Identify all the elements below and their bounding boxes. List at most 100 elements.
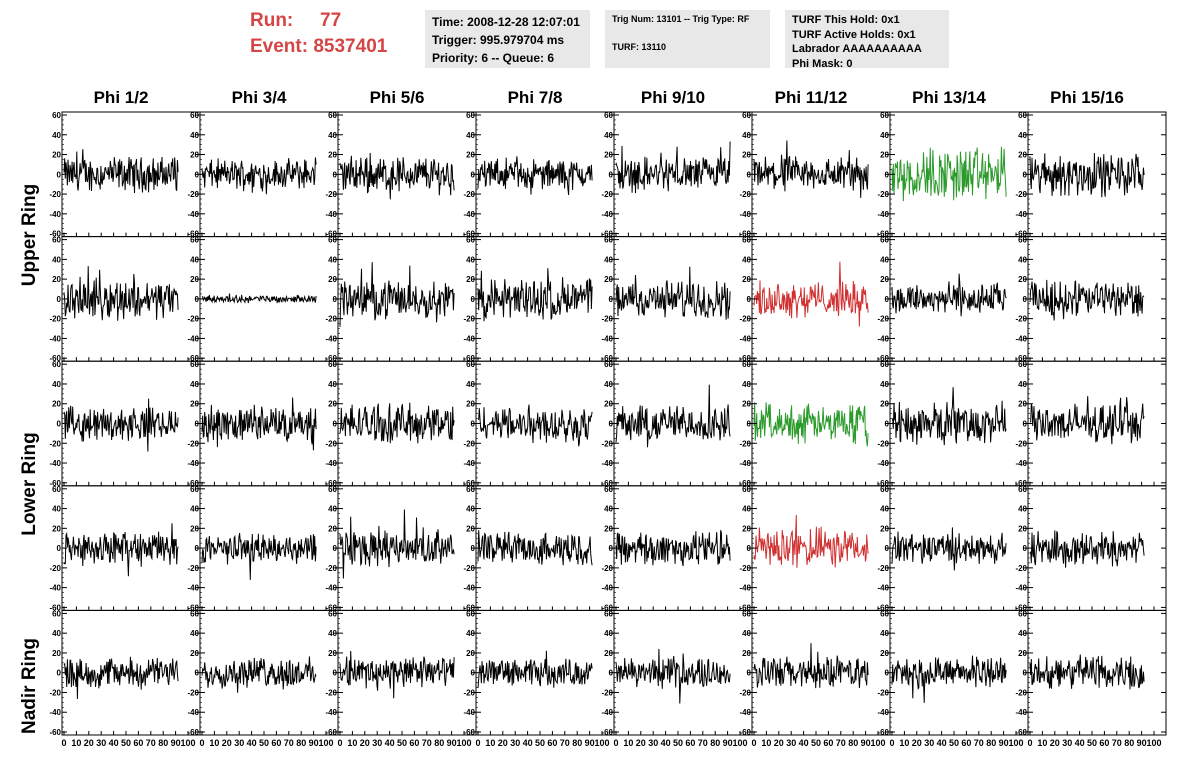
y-tick-label: -40 <box>49 708 61 717</box>
y-tick-label: -20 <box>325 315 337 324</box>
phi-header-3-4: Phi 3/4 <box>231 88 287 107</box>
y-tick-label: 40 <box>466 131 475 140</box>
event-line: Event: 8537401 <box>250 34 420 60</box>
waveform-trace <box>891 655 1007 703</box>
x-tick-label: 30 <box>924 738 934 748</box>
y-tick-label: -40 <box>739 210 751 219</box>
x-tick-label: 80 <box>572 738 582 748</box>
x-tick-label: 0 <box>889 738 894 748</box>
y-tick-label: 40 <box>604 629 613 638</box>
y-tick-label: -20 <box>601 688 613 697</box>
y-tick-label: 20 <box>742 151 751 160</box>
y-tick-label: 0 <box>885 170 890 179</box>
y-tick-label: -40 <box>187 210 199 219</box>
y-tick-label: 0 <box>333 420 338 429</box>
y-tick-label: 20 <box>1018 400 1027 409</box>
x-tick-label: 60 <box>133 738 143 748</box>
y-tick-label: 60 <box>466 360 475 369</box>
y-tick-label: 20 <box>604 151 613 160</box>
y-tick-label: 40 <box>1018 505 1027 514</box>
y-tick-label: -60 <box>1015 603 1027 612</box>
waveform-trace <box>615 141 731 194</box>
y-tick-label: -40 <box>1015 210 1027 219</box>
y-tick-label: 60 <box>328 485 337 494</box>
y-tick-label: 0 <box>333 669 338 678</box>
y-tick-label: -20 <box>601 439 613 448</box>
phi-mask-text: Phi Mask: 0 <box>792 57 853 70</box>
y-tick-label: 40 <box>52 629 61 638</box>
x-tick-label: 0 <box>613 738 618 748</box>
y-tick-label: -20 <box>463 439 475 448</box>
y-tick-label: -40 <box>49 459 61 468</box>
y-tick-label: -60 <box>601 728 613 737</box>
y-tick-label: 20 <box>52 151 61 160</box>
x-tick-label: 70 <box>560 738 570 748</box>
y-tick-label: 60 <box>742 609 751 618</box>
y-tick-label: 0 <box>747 295 752 304</box>
x-tick-label: 50 <box>121 738 131 748</box>
y-tick-label: 20 <box>190 400 199 409</box>
y-tick-label: 40 <box>880 131 889 140</box>
y-tick-label: -40 <box>601 708 613 717</box>
y-tick-label: 60 <box>466 609 475 618</box>
y-tick-label: -20 <box>1015 439 1027 448</box>
y-tick-label: -20 <box>187 315 199 324</box>
waveform-trace <box>339 402 455 444</box>
y-tick-label: -20 <box>463 190 475 199</box>
y-tick-label: 40 <box>742 255 751 264</box>
waveform-trace <box>477 404 593 447</box>
y-tick-label: 40 <box>52 255 61 264</box>
x-tick-label: 60 <box>685 738 695 748</box>
waveform-trace <box>615 384 731 448</box>
y-tick-label: -40 <box>463 210 475 219</box>
x-tick-label: 90 <box>861 738 871 748</box>
y-tick-label: -20 <box>325 439 337 448</box>
y-tick-label: -20 <box>463 688 475 697</box>
x-tick-label: 60 <box>271 738 281 748</box>
y-tick-label: -60 <box>601 230 613 239</box>
x-tick-label: 80 <box>158 738 168 748</box>
x-tick-label: 60 <box>409 738 419 748</box>
y-tick-label: -20 <box>877 564 889 573</box>
y-tick-label: -20 <box>187 564 199 573</box>
time-text: Time: 2008-12-28 12:07:01 <box>432 15 580 29</box>
x-tick-label: 40 <box>937 738 947 748</box>
waveform-panel-r3-c4: -60 -40 -20 0 20 40 60 <box>601 485 753 612</box>
waveform-trace <box>891 273 1007 317</box>
x-tick-label: 20 <box>912 738 922 748</box>
y-tick-label: -60 <box>739 479 751 488</box>
waveform-panel-r0-c3: -60 -40 -20 0 20 40 60 <box>463 111 615 239</box>
y-tick-label: -60 <box>739 230 751 239</box>
x-tick-label: 0 <box>751 738 756 748</box>
y-tick-label: 20 <box>466 400 475 409</box>
waveform-panel-r1-c6: -60 -40 -20 0 20 40 60 <box>877 236 1029 363</box>
y-tick-label: 40 <box>604 380 613 389</box>
y-tick-label: -40 <box>739 459 751 468</box>
y-tick-label: -40 <box>325 708 337 717</box>
waveform-panel-r1-c5: -60 -40 -20 0 20 40 60 <box>739 236 891 363</box>
y-tick-label: -60 <box>1015 354 1027 363</box>
y-tick-label: -40 <box>187 708 199 717</box>
y-tick-label: 20 <box>52 649 61 658</box>
y-tick-label: -60 <box>877 603 889 612</box>
y-tick-label: 20 <box>52 400 61 409</box>
y-tick-label: 0 <box>57 420 62 429</box>
y-tick-label: -20 <box>739 688 751 697</box>
y-tick-label: 40 <box>190 131 199 140</box>
run-label: Run: <box>250 10 294 31</box>
y-tick-label: 0 <box>471 669 476 678</box>
y-tick-label: -60 <box>49 479 61 488</box>
y-tick-label: 20 <box>880 400 889 409</box>
y-tick-label: 40 <box>466 255 475 264</box>
y-tick-label: -20 <box>49 564 61 573</box>
y-tick-label: 20 <box>880 275 889 284</box>
y-tick-label: -20 <box>877 190 889 199</box>
y-tick-label: 20 <box>466 151 475 160</box>
y-tick-label: -40 <box>877 334 889 343</box>
y-tick-label: 0 <box>57 170 62 179</box>
y-tick-label: -60 <box>325 354 337 363</box>
panel-frame <box>61 111 201 238</box>
x-tick-label: 30 <box>372 738 382 748</box>
